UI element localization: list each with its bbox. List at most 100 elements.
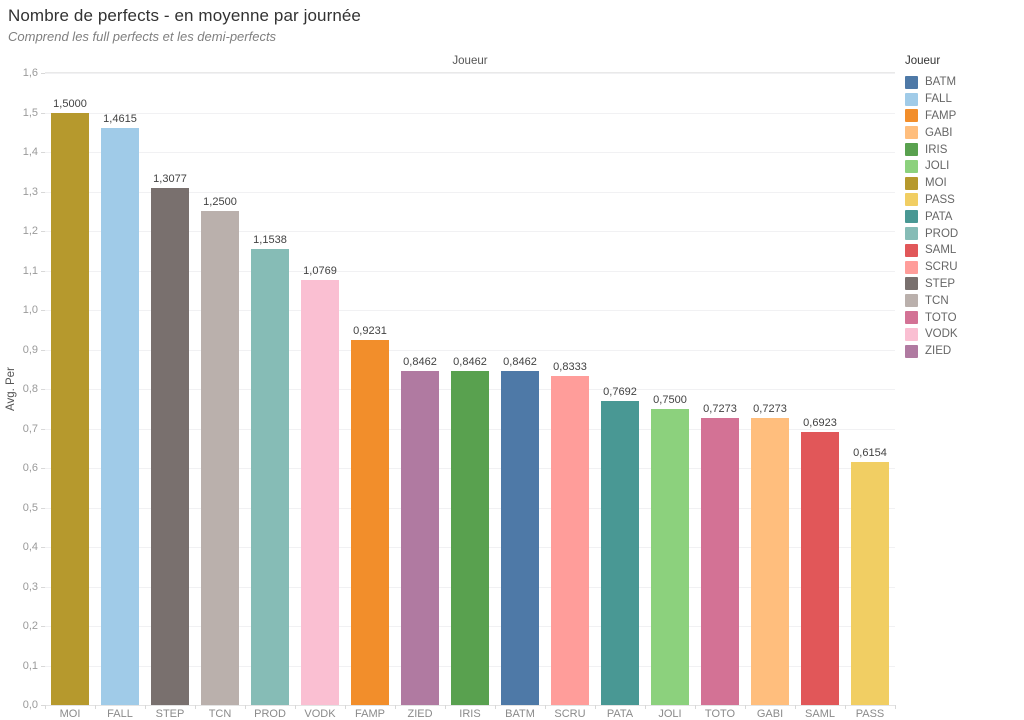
- legend-item-step[interactable]: STEP: [905, 276, 1020, 293]
- x-tick-label-joli[interactable]: JOLI: [658, 708, 682, 720]
- y-tick-mark: [41, 586, 45, 588]
- legend-item-pass[interactable]: PASS: [905, 192, 1020, 209]
- x-tick-label-tcn[interactable]: TCN: [208, 708, 232, 720]
- x-tick-mark: [145, 705, 146, 709]
- legend-item-scru[interactable]: SCRU: [905, 259, 1020, 276]
- legend-item-batm[interactable]: BATM: [905, 74, 1020, 91]
- bar-toto[interactable]: [701, 417, 739, 705]
- legend-item-zied[interactable]: ZIED: [905, 343, 1020, 360]
- x-tick-label-famp[interactable]: FAMP: [355, 708, 385, 720]
- legend-label: STEP: [925, 277, 956, 290]
- x-tick-mark: [195, 705, 196, 709]
- bar-pass[interactable]: [851, 461, 889, 705]
- legend-item-saml[interactable]: SAML: [905, 242, 1020, 259]
- y-tick-label: 0,8: [22, 383, 38, 395]
- bar-moi[interactable]: [51, 112, 89, 705]
- bar-famp[interactable]: [351, 340, 389, 705]
- legend-item-toto[interactable]: TOTO: [905, 309, 1020, 326]
- legend-swatch-iris: [905, 143, 918, 157]
- bar-pata[interactable]: [601, 401, 639, 705]
- bar-gabi[interactable]: [751, 417, 789, 705]
- legend-item-joli[interactable]: JOLI: [905, 158, 1020, 175]
- bar-fall[interactable]: [101, 127, 139, 705]
- bar-zied[interactable]: [401, 370, 439, 705]
- legend-item-pata[interactable]: PATA: [905, 208, 1020, 225]
- legend-item-vodk[interactable]: VODK: [905, 326, 1020, 343]
- legend-swatch-tcn: [905, 294, 918, 308]
- y-tick-mark: [41, 705, 45, 706]
- legend-label: GABI: [925, 126, 953, 139]
- axis-baseline: [45, 705, 895, 706]
- x-tick-label-zied[interactable]: ZIED: [407, 708, 433, 720]
- x-tick-mark: [845, 705, 846, 709]
- x-tick-label-saml[interactable]: SAML: [805, 708, 835, 720]
- y-tick-mark: [41, 626, 45, 627]
- gridline: [45, 270, 895, 272]
- y-tick-mark: [41, 468, 45, 469]
- y-tick-label: 1,5: [22, 106, 38, 119]
- x-tick-label-step[interactable]: STEP: [155, 708, 185, 720]
- x-tick-mark: [645, 705, 646, 709]
- y-tick-mark: [41, 665, 45, 667]
- legend-swatch-zied: [905, 344, 918, 358]
- legend-swatch-fall: [905, 92, 918, 106]
- x-tick-label-pata[interactable]: PATA: [606, 708, 634, 720]
- x-tick-mark: [695, 705, 696, 709]
- bar-prod[interactable]: [251, 249, 289, 705]
- bar-value-prod: 1,1538: [253, 234, 287, 247]
- x-axis-title: Joueur: [452, 55, 488, 67]
- legend-swatch-step: [905, 277, 918, 291]
- x-tick-mark: [745, 705, 746, 709]
- y-tick-mark: [41, 152, 45, 153]
- x-tick-mark: [295, 705, 296, 709]
- x-tick-label-batm[interactable]: BATM: [505, 708, 535, 720]
- gridline: [45, 152, 895, 153]
- legend-item-gabi[interactable]: GABI: [905, 124, 1020, 141]
- legend-swatch-pata: [905, 210, 918, 224]
- legend-swatch-saml: [905, 243, 918, 257]
- bar-value-saml: 0,6923: [803, 416, 837, 429]
- legend-item-moi[interactable]: MOI: [905, 175, 1020, 192]
- y-tick-mark: [41, 231, 45, 232]
- legend-item-famp[interactable]: FAMP: [905, 108, 1020, 125]
- bar-joli[interactable]: [651, 408, 689, 705]
- bar-saml[interactable]: [801, 431, 839, 705]
- legend-item-prod[interactable]: PROD: [905, 225, 1020, 242]
- bar-value-pass: 0,6154: [853, 446, 887, 459]
- bar-value-fall: 1,4615: [103, 112, 137, 125]
- legend-item-iris[interactable]: IRIS: [905, 141, 1020, 158]
- bar-step[interactable]: [151, 188, 189, 705]
- legend-item-tcn[interactable]: TCN: [905, 292, 1020, 309]
- legend-item-fall[interactable]: FALL: [905, 91, 1020, 108]
- x-tick-label-vodk[interactable]: VODK: [304, 708, 336, 720]
- gridline: [45, 310, 895, 311]
- bar-tcn[interactable]: [201, 211, 239, 705]
- bar-value-toto: 0,7273: [703, 402, 737, 415]
- legend-items: BATM FALL FAMP GABI IRIS JOLI MOI PASS PATA PROD S…: [905, 74, 1020, 360]
- x-tick-label-prod[interactable]: PROD: [254, 708, 286, 720]
- y-tick-label: 1,1: [22, 264, 38, 277]
- x-tick-mark: [245, 705, 246, 709]
- bar-batm[interactable]: [501, 370, 539, 705]
- x-tick-label-moi[interactable]: MOI: [59, 708, 81, 720]
- bar-iris[interactable]: [451, 370, 489, 705]
- y-tick-label: 0,2: [22, 620, 38, 632]
- plot-area: 1,5000 1,4615 1,3077 1,2500 1,1538 1,0769 0,92…: [45, 73, 895, 706]
- bar-vodk[interactable]: [301, 279, 339, 705]
- x-tick-label-scru[interactable]: SCRU: [554, 708, 586, 720]
- x-tick-mark: [895, 705, 896, 709]
- legend-label: PATA: [925, 210, 953, 223]
- legend-label: SCRU: [925, 261, 958, 274]
- gridline: [45, 112, 895, 114]
- x-tick-label-toto[interactable]: TOTO: [704, 708, 736, 720]
- x-tick-label-iris[interactable]: IRIS: [459, 708, 481, 720]
- x-tick-mark: [795, 705, 796, 709]
- x-tick-label-fall[interactable]: FALL: [107, 708, 133, 720]
- bar-scru[interactable]: [551, 375, 589, 705]
- y-tick-mark: [41, 191, 45, 193]
- y-tick-mark: [41, 428, 45, 430]
- legend-label: PASS: [925, 193, 955, 206]
- legend-label: FAMP: [925, 109, 957, 122]
- x-tick-label-pass[interactable]: PASS: [855, 708, 885, 720]
- x-tick-label-gabi[interactable]: GABI: [756, 708, 784, 720]
